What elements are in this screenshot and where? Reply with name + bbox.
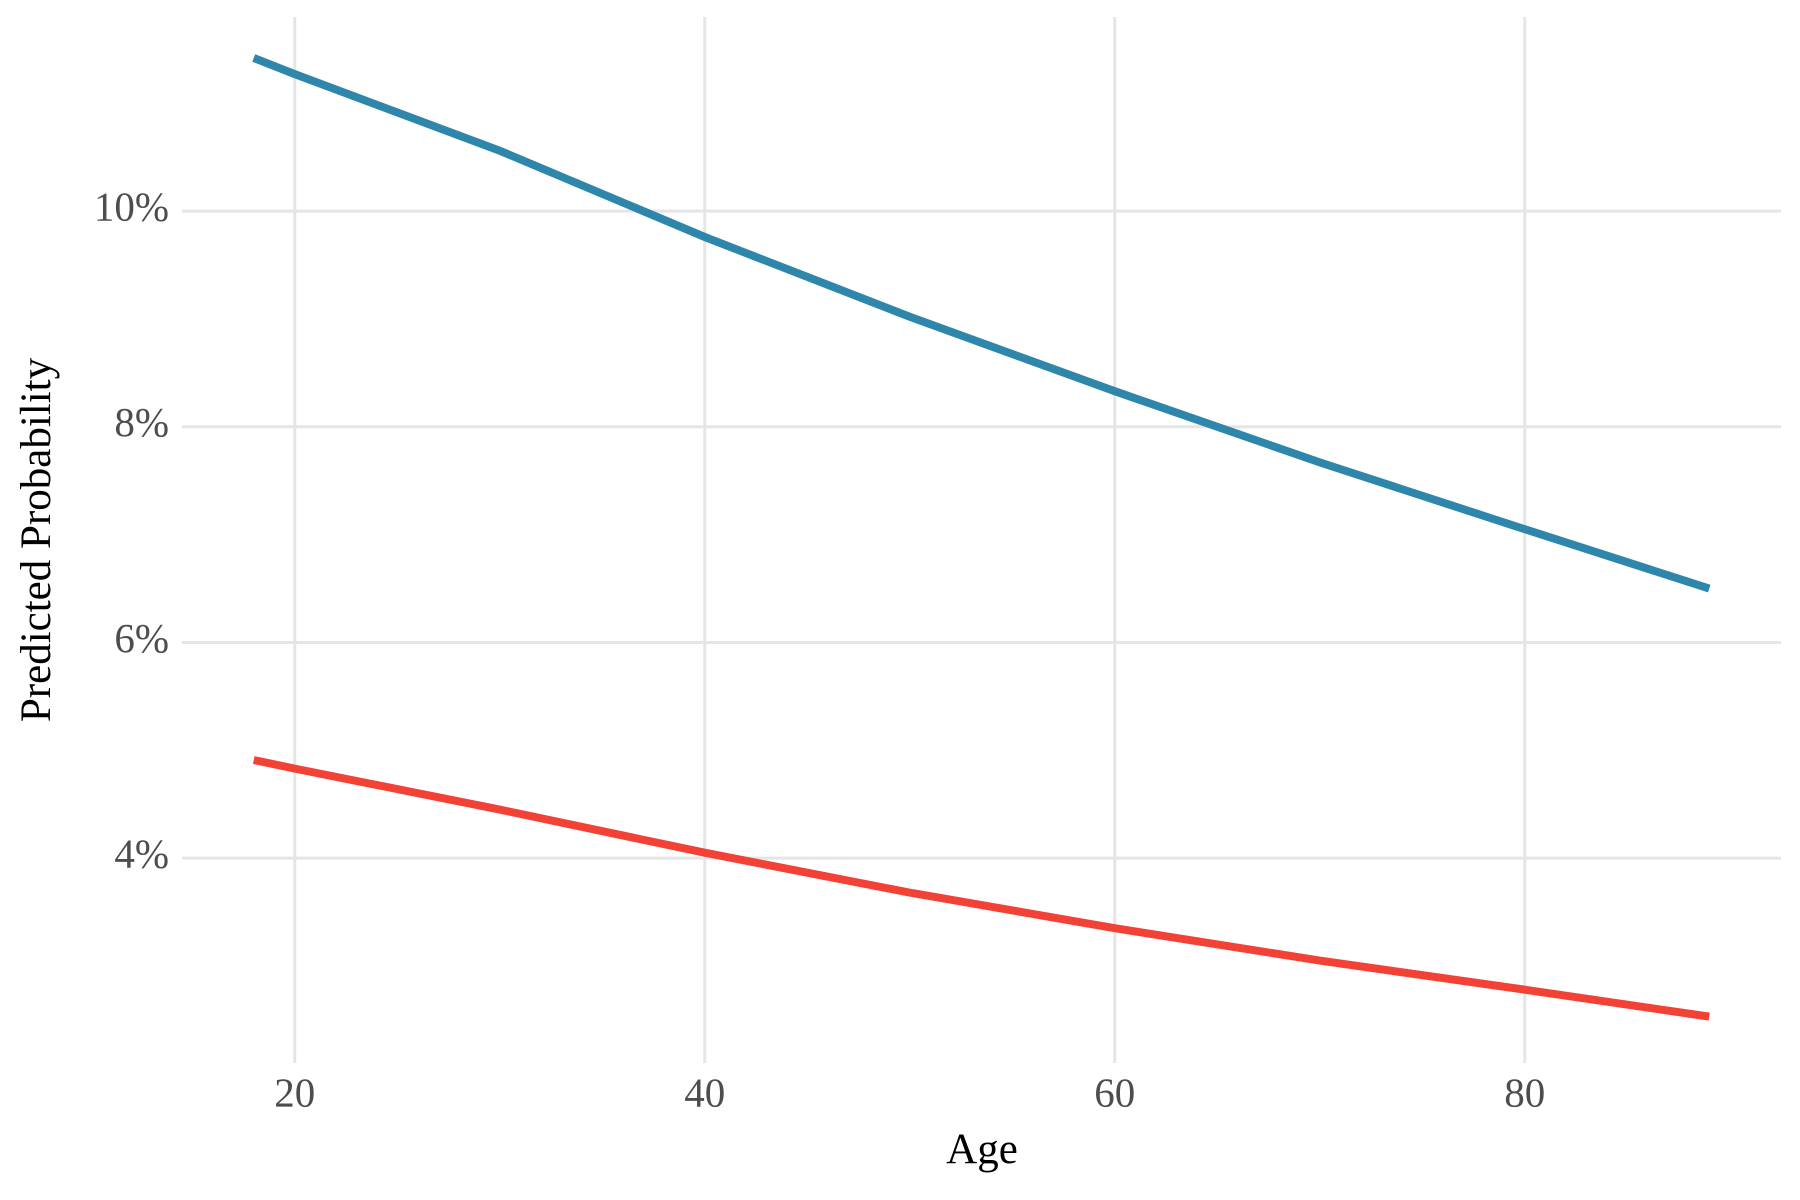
x-tick-label: 40 [684, 1069, 725, 1115]
series-line [252, 756, 1710, 1021]
x-tick-label: 80 [1504, 1069, 1545, 1115]
x-axis-title: Age [946, 1126, 1018, 1173]
y-axis-title: Predicted Probability [13, 357, 60, 722]
series-line [252, 54, 1711, 593]
y-tick-label: 8% [114, 399, 169, 445]
y-tick-label: 6% [114, 615, 169, 661]
x-tick-label: 20 [274, 1069, 315, 1115]
x-tick-label: 60 [1094, 1069, 1135, 1115]
y-tick-label: 10% [94, 184, 169, 230]
y-tick-label: 4% [114, 831, 169, 877]
